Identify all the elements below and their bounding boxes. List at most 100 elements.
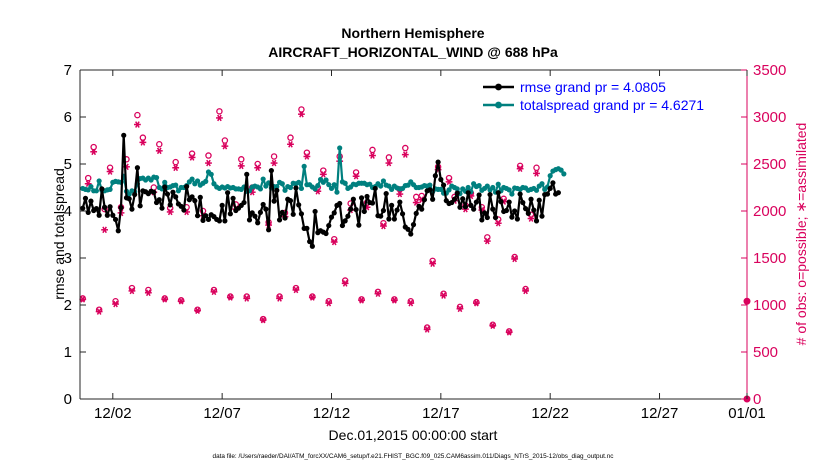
rmse-point: [339, 222, 346, 229]
obs-possible-marker: [84, 174, 92, 182]
rmse-point: [531, 207, 537, 213]
data-file-footer: data file: /Users/raeder/DAI/ATM_forcXX/…: [213, 453, 615, 460]
rmse-point: [151, 189, 157, 195]
obs-assimilated-stroke: [113, 300, 118, 308]
obs-assimilated-stroke: [484, 237, 490, 245]
rmse-point: [274, 187, 280, 193]
rmse-point: [115, 228, 121, 234]
rmse-point: [266, 227, 272, 233]
rmse-point: [520, 199, 526, 206]
obs-assimilated-marker: [243, 295, 251, 302]
rmse-point: [219, 202, 225, 208]
obs-assimilated-stroke: [227, 294, 233, 301]
obs-assimilated-stroke: [293, 286, 299, 294]
obs-assimilated-marker: [445, 178, 453, 186]
totalspread-point: [326, 182, 332, 188]
rmse-point: [550, 180, 556, 186]
obs-possible-marker: [156, 141, 163, 148]
rmse-point: [413, 210, 419, 216]
rmse-point: [252, 213, 258, 219]
rmse-point: [512, 208, 518, 214]
x-tick-label: 12/02: [94, 405, 132, 422]
obs-assimilated-marker: [188, 154, 196, 161]
rmse-point: [337, 200, 343, 207]
rmse-point: [383, 191, 389, 197]
rmse-point: [203, 213, 209, 219]
rmse-point: [342, 218, 348, 224]
obs-assimilated-stroke: [320, 171, 326, 178]
obs-assimilated-marker: [194, 307, 201, 314]
y-left-tick-label: 0: [64, 391, 72, 408]
totalspread-point: [558, 167, 564, 173]
obs-assimilated-marker: [358, 296, 365, 304]
rmse-point: [178, 203, 184, 209]
y-axis-right-label: # of obs: o=possible; ∗=assimilated: [793, 123, 809, 346]
axes-layer: 0 1 2 3 4 5 6 7 0 500 1000 1500 2000 2500 3000 3500 12/0…: [64, 62, 787, 422]
legend-totalspread-marker: [495, 101, 502, 109]
x-tick-label: 12/22: [531, 405, 569, 422]
rmse-point: [432, 173, 438, 179]
rmse-point: [290, 211, 296, 217]
obs-assimilated-stroke: [517, 165, 523, 173]
rmse-point: [307, 238, 313, 245]
obs-assimilated-marker: [308, 294, 316, 301]
rmse-point: [268, 167, 274, 174]
obs-assimilated-stroke: [162, 296, 168, 303]
rmse-point: [430, 196, 436, 202]
obs-possible-marker: [309, 293, 316, 300]
obs-possible-marker: [161, 295, 168, 302]
rmse-point: [391, 216, 397, 222]
obs-assimilated-stroke: [206, 159, 211, 167]
obs-possible-marker: [270, 153, 278, 160]
rmse-point: [435, 159, 441, 165]
rmse-point: [225, 190, 231, 196]
obs-possible-marker: [287, 134, 294, 141]
rmse-point: [481, 210, 488, 216]
rmse-point: [96, 212, 102, 218]
totalspread-point: [287, 184, 294, 191]
rmse-point: [473, 199, 479, 205]
rmse-point: [134, 165, 141, 171]
rmse-point: [427, 187, 433, 193]
obs-assimilated-stroke: [135, 121, 140, 128]
obs-assimilated-stroke: [446, 178, 452, 186]
rmse-point: [457, 204, 463, 210]
obs-assimilated-marker: [112, 300, 119, 308]
rmse-point: [181, 207, 187, 213]
rmse-point: [539, 213, 545, 219]
obs-assimilated-marker: [511, 255, 519, 263]
obs-assimilated-stroke: [495, 219, 501, 227]
obs-assimilated-stroke: [91, 148, 97, 156]
obs-assimilated-marker: [237, 162, 245, 170]
rmse-point: [279, 209, 285, 216]
rmse-point: [192, 198, 198, 204]
obs-assimilated-marker: [423, 326, 431, 333]
rmse-point: [525, 210, 531, 216]
obs-assimilated-stroke: [534, 170, 539, 177]
obs-assimilated-stroke: [277, 295, 282, 302]
rmse-point: [438, 176, 444, 183]
rmse-point: [495, 190, 501, 196]
obs-possible-marker: [205, 152, 212, 159]
rmse-point: [328, 214, 335, 220]
rmse-point: [522, 206, 529, 212]
rmse-point: [104, 212, 110, 218]
obs-assimilated-stroke: [342, 280, 348, 287]
y-axis-left-label: rmse and totalspread: [51, 168, 67, 300]
obs-possible-marker: [358, 296, 365, 303]
obs-possible-marker: [177, 297, 185, 304]
rmse-point: [293, 185, 299, 191]
totalspread-point: [282, 187, 288, 193]
rmse-point: [255, 220, 261, 226]
obs-assimilated-marker: [319, 171, 327, 178]
obs-assimilated-marker: [369, 152, 376, 159]
obs-possible-marker: [227, 293, 234, 300]
obs-possible-marker: [473, 298, 480, 306]
y-right-tick-label: 1000: [753, 297, 786, 314]
rmse-point: [356, 222, 362, 228]
obs-assimilated-stroke: [249, 188, 255, 196]
rmse-point: [419, 206, 425, 212]
obs-possible-marker: [369, 146, 376, 154]
obs-assimilated-stroke: [255, 164, 261, 172]
